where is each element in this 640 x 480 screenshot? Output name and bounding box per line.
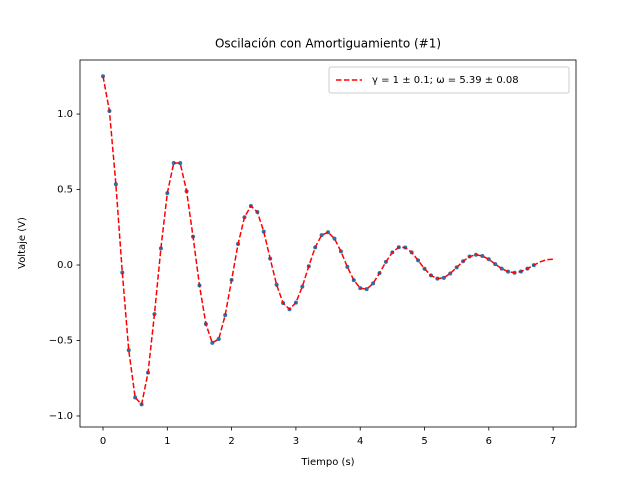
data-point xyxy=(158,246,163,251)
data-point xyxy=(178,161,183,166)
plot-area xyxy=(101,74,554,407)
y-tick-label: 0.5 xyxy=(57,185,73,196)
axes-frame xyxy=(79,59,577,428)
legend-label: γ = 1 ± 0.1; ω = 5.39 ± 0.08 xyxy=(372,75,519,86)
y-tick-label: −0.5 xyxy=(49,335,73,346)
x-tick-label: 3 xyxy=(293,436,299,447)
data-point xyxy=(223,313,228,318)
data-point xyxy=(364,287,369,292)
x-tick-label: 2 xyxy=(228,436,234,447)
x-tick-label: 5 xyxy=(421,436,427,447)
y-tick-label: 1.0 xyxy=(57,109,73,120)
data-point xyxy=(358,286,363,291)
x-tick-label: 1 xyxy=(164,436,170,447)
x-tick-label: 0 xyxy=(100,436,106,447)
fit-line xyxy=(102,76,554,406)
data-point xyxy=(171,160,176,165)
x-axis-label: Tiempo (s) xyxy=(300,457,354,468)
data-point xyxy=(113,182,118,187)
x-tick-label: 7 xyxy=(550,436,556,447)
y-tick-label: 0.0 xyxy=(57,260,73,271)
data-point xyxy=(120,270,125,275)
legend-box xyxy=(328,66,570,94)
y-tick-label: −1.0 xyxy=(49,411,73,422)
y-axis-label: Voltaje (V) xyxy=(17,217,28,269)
data-point xyxy=(126,348,131,353)
x-tick-label: 4 xyxy=(357,436,363,447)
x-tick-label: 6 xyxy=(486,436,492,447)
chart-title: Oscilación con Amortiguamiento (#1) xyxy=(215,37,441,51)
